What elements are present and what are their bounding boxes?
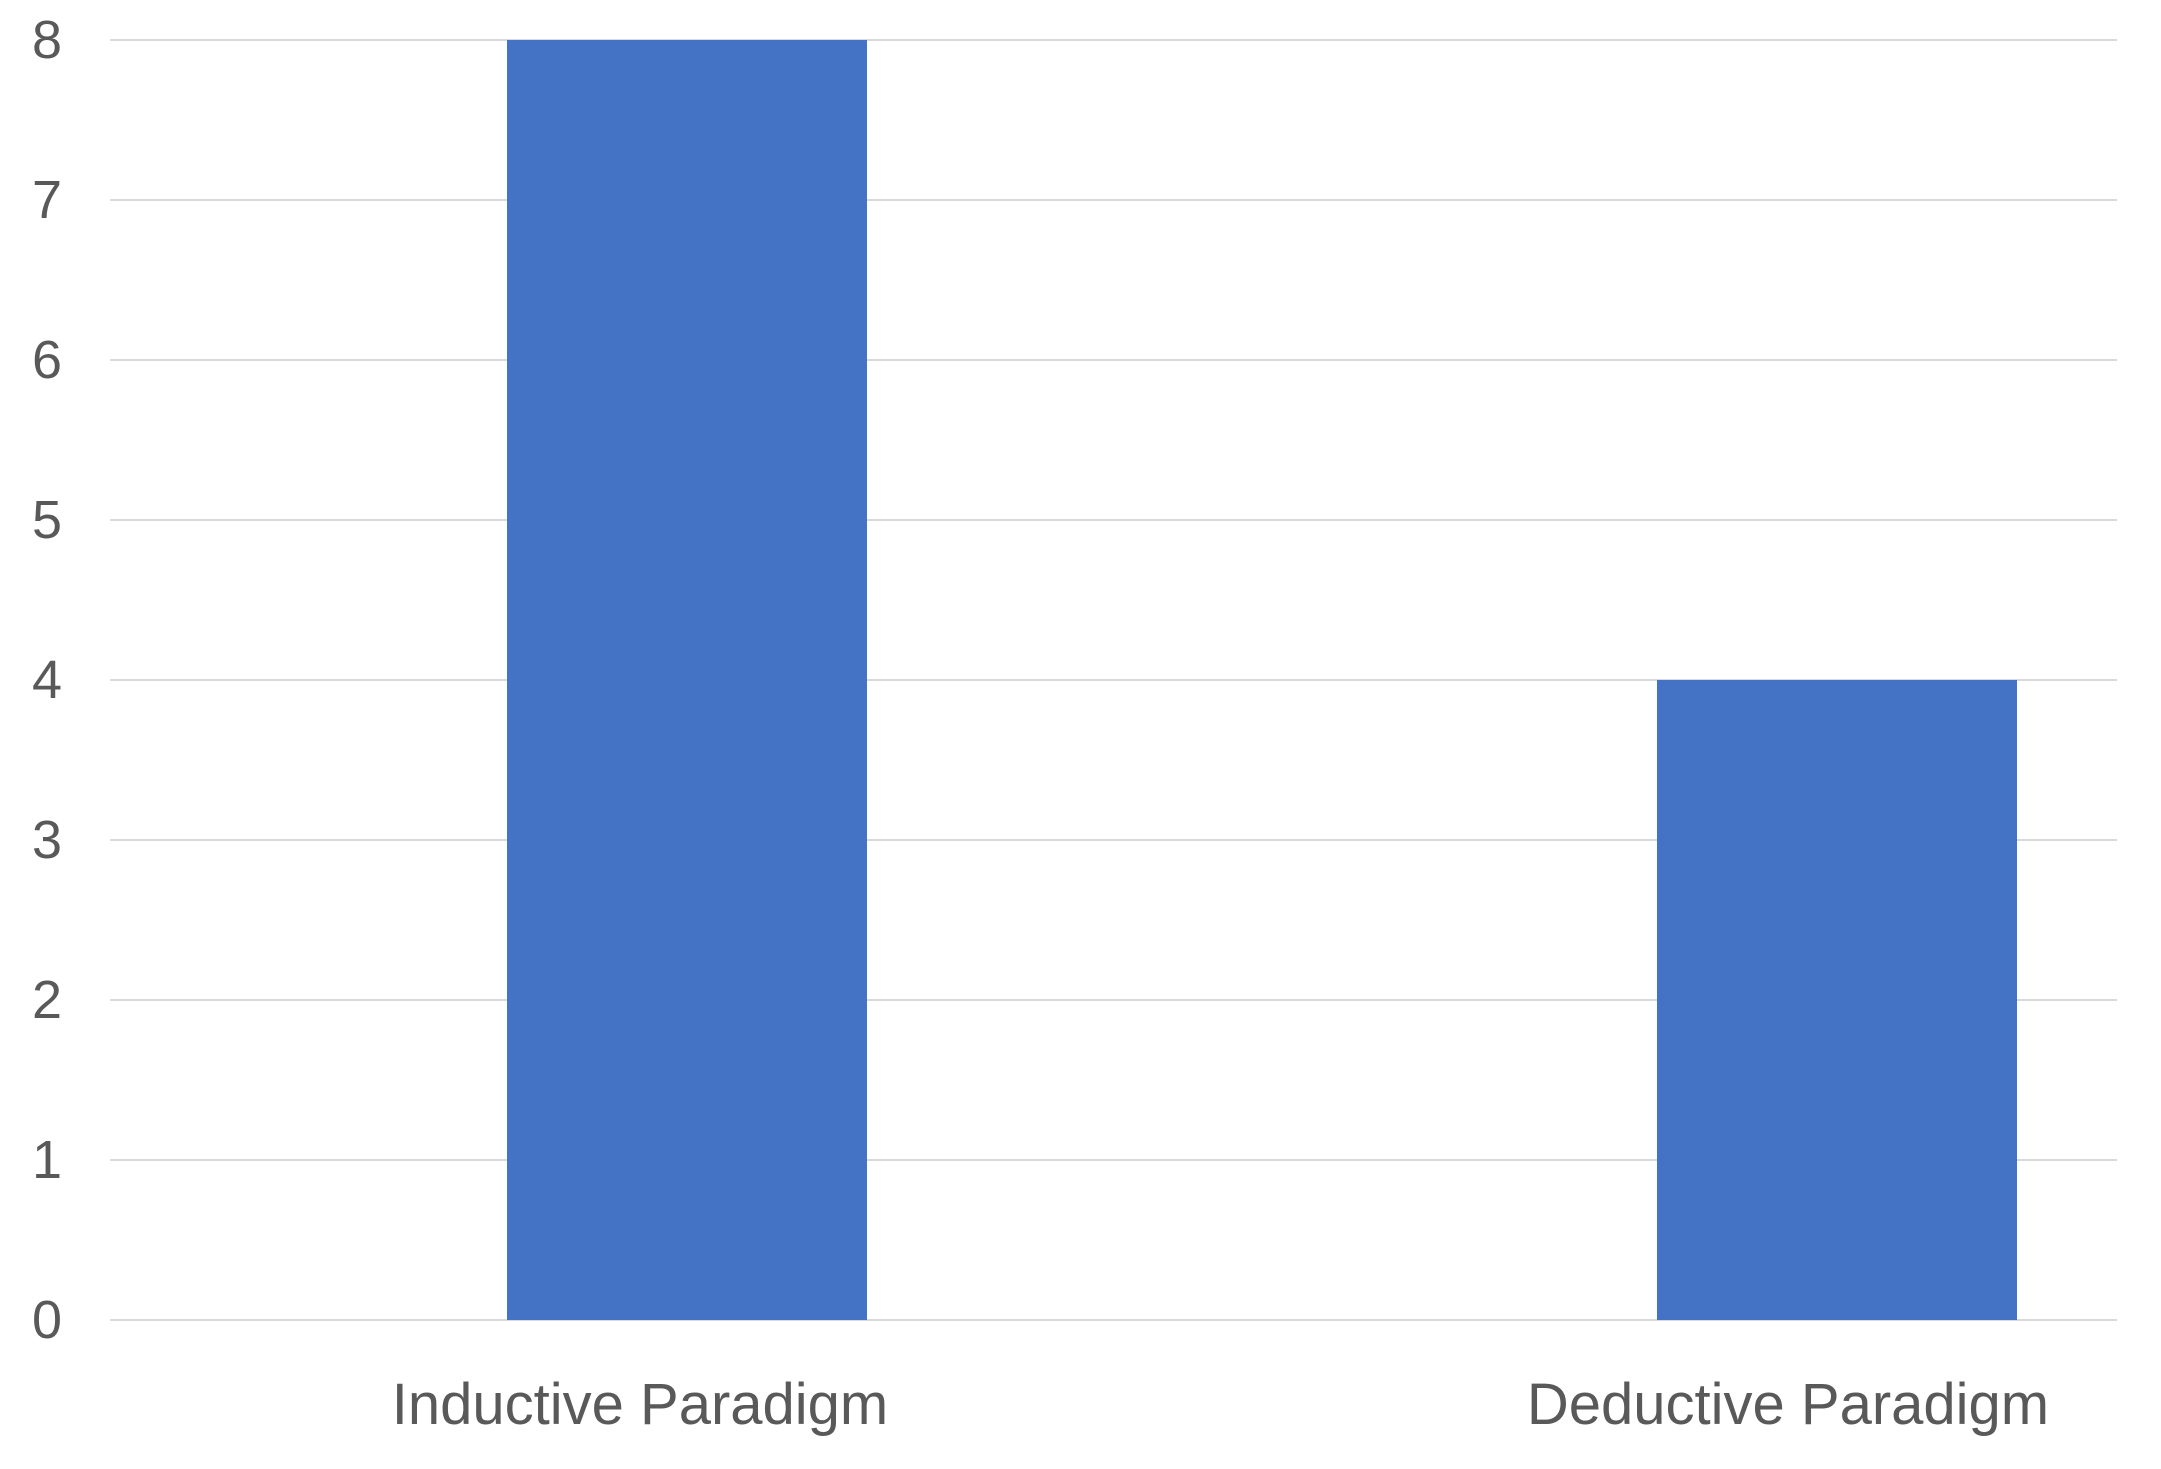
y-gridline [110,519,2117,521]
y-tick-label: 6 [31,330,62,390]
category-label: Deductive Paradigm [1526,1372,2050,1437]
y-tick-label: 1 [31,1130,62,1190]
y-tick-label: 0 [31,1290,62,1350]
y-gridline [110,199,2117,201]
y-tick-label: 5 [31,490,62,550]
x-axis-line [110,1319,2117,1321]
y-gridline [110,679,2117,681]
y-tick-label: 2 [31,970,62,1030]
y-gridline [110,999,2117,1001]
y-tick-label: 4 [31,650,62,710]
y-gridline [110,839,2117,841]
y-tick-label: 7 [31,170,62,230]
category-label: Inductive Paradigm [391,1372,889,1437]
bar-inductive-paradigm [507,40,867,1320]
y-gridline [110,359,2117,361]
y-tick-label: 8 [31,10,62,70]
y-tick-label: 3 [31,810,62,870]
bar-deductive-paradigm [1657,680,2017,1320]
y-gridline [110,39,2117,41]
y-gridline [110,1159,2117,1161]
